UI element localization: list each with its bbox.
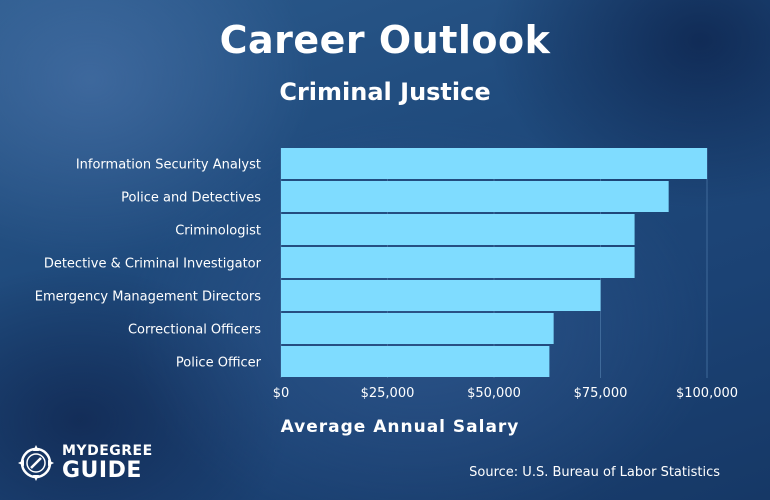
bar: [281, 214, 635, 245]
category-label: Police and Detectives: [121, 191, 261, 206]
category-label: Police Officer: [176, 356, 262, 371]
x-tick-label: $100,000: [676, 386, 738, 401]
x-tick-labels: $0 $25,000 $50,000 $75,000 $100,000: [273, 386, 738, 401]
chart-subtitle: Criminal Justice: [279, 78, 491, 106]
category-label: Criminologist: [175, 224, 261, 239]
category-label: Information Security Analyst: [76, 158, 261, 173]
chart-title: Career Outlook: [219, 18, 551, 62]
site-logo: MYDEGREE GUIDE: [18, 441, 158, 485]
bar: [281, 280, 601, 311]
category-label: Correctional Officers: [128, 323, 261, 338]
category-labels: Information Security Analyst Police and D…: [35, 158, 262, 371]
category-label: Detective & Criminal Investigator: [44, 257, 262, 272]
bar: [281, 148, 707, 179]
bars: [281, 148, 707, 377]
logo-text-top: MYDEGREE: [62, 443, 153, 459]
x-tick-label: $50,000: [467, 386, 521, 401]
bar: [281, 346, 550, 377]
logo-text-bottom: GUIDE: [62, 458, 142, 483]
x-tick-label: $75,000: [574, 386, 628, 401]
bar: [281, 313, 554, 344]
compass-icon: [18, 445, 54, 481]
bar: [281, 247, 635, 278]
category-label: Emergency Management Directors: [35, 290, 261, 305]
x-tick-label: $0: [273, 386, 290, 401]
source-note: Source: U.S. Bureau of Labor Statistics: [469, 465, 720, 480]
x-tick-label: $25,000: [361, 386, 415, 401]
bar: [281, 181, 669, 212]
x-axis-label: Average Annual Salary: [280, 417, 520, 437]
